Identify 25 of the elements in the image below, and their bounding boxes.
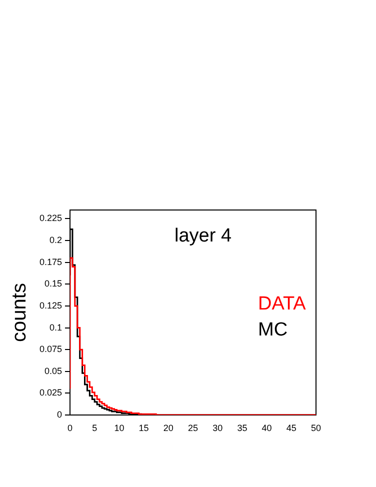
y-tick-label: 0.225 [39, 213, 62, 224]
x-tick-label: 35 [237, 422, 248, 433]
y-tick-label: 0 [56, 409, 62, 420]
x-tick-label: 5 [92, 422, 98, 433]
x-tick-label: 30 [212, 422, 223, 433]
y-tick-label: 0.2 [49, 235, 62, 246]
x-tick-label: 10 [114, 422, 124, 433]
text: MC [258, 320, 288, 341]
text: layer 4 [174, 226, 232, 247]
y-tick-label: 0.15 [44, 278, 62, 289]
x-tick-label: 20 [163, 422, 174, 433]
y-tick-label: 0.175 [39, 256, 62, 267]
y-tick-label: 0.125 [39, 300, 62, 310]
text: DATA [258, 294, 306, 315]
y-tick-label: 0.1 [49, 322, 62, 332]
y-tick-label: 0.025 [39, 388, 62, 398]
y-axis-title: counts [8, 283, 31, 342]
y-tick-label: 0.05 [44, 366, 62, 376]
x-tick-label: 15 [138, 422, 149, 433]
x-tick-label: 25 [188, 422, 198, 433]
y-tick-label: 0.075 [39, 344, 62, 354]
x-tick-label: 45 [286, 422, 296, 433]
x-tick-label: 40 [262, 422, 272, 433]
x-tick-label: 50 [310, 422, 322, 433]
x-tick-label: 0 [67, 422, 73, 433]
